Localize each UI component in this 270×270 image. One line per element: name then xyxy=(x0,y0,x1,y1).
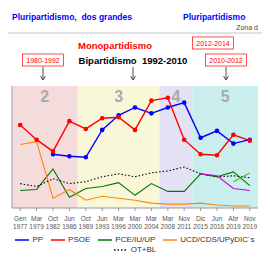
html-text:UCD/CDS/UPyDIC´s: UCD/CDS/UPyDIC´s xyxy=(180,235,255,244)
svg-text:Jun1986: Jun1986 xyxy=(62,215,77,230)
html-text:OT+BL: OT+BL xyxy=(130,245,157,254)
svg-text:3: 3 xyxy=(114,88,123,105)
svg-text:Mar1996: Mar1996 xyxy=(111,215,126,230)
svg-text:Mar1979: Mar1979 xyxy=(29,215,44,230)
svg-text:Oct1989: Oct1989 xyxy=(79,215,94,230)
svg-text:Abr2019: Abr2019 xyxy=(226,215,241,230)
svg-text:Pluripartidismo, dos grandes: Pluripartidismo, dos grandes xyxy=(12,12,132,22)
svg-text:Zona d: Zona d xyxy=(236,24,258,31)
html-text:PP: PP xyxy=(32,235,44,244)
html-text:PSOE: PSOE xyxy=(68,235,91,244)
svg-text:Jun2016: Jun2016 xyxy=(210,215,225,230)
svg-text:Pluripartidismo: Pluripartidismo xyxy=(183,12,245,22)
svg-text:Monopartidismo: Monopartidismo xyxy=(78,40,152,51)
svg-text:1980-1992: 1980-1992 xyxy=(26,57,60,64)
svg-text:Gen1977: Gen1977 xyxy=(13,215,28,230)
svg-text:Mar2004: Mar2004 xyxy=(144,215,159,230)
svg-text:Dic2015: Dic2015 xyxy=(193,215,208,230)
html-text:PCE/IU/UP: PCE/IU/UP xyxy=(115,235,156,244)
svg-text:Oct1982: Oct1982 xyxy=(46,215,61,230)
svg-text:2010-2012: 2010-2012 xyxy=(209,57,243,64)
svg-text:Mar2008: Mar2008 xyxy=(161,215,176,230)
svg-text:5: 5 xyxy=(221,88,230,105)
svg-text:Jun1993: Jun1993 xyxy=(95,215,110,230)
svg-text:Nov2011: Nov2011 xyxy=(177,215,191,230)
svg-text:2: 2 xyxy=(40,88,49,105)
svg-text:Nov2019: Nov2019 xyxy=(243,215,258,230)
svg-text:Mar2000: Mar2000 xyxy=(128,215,143,230)
svg-text:2012-2014: 2012-2014 xyxy=(196,40,230,47)
svg-text:Bipartidismo 1992-2010: Bipartidismo 1992-2010 xyxy=(79,55,188,66)
svg-text:4: 4 xyxy=(172,88,181,105)
